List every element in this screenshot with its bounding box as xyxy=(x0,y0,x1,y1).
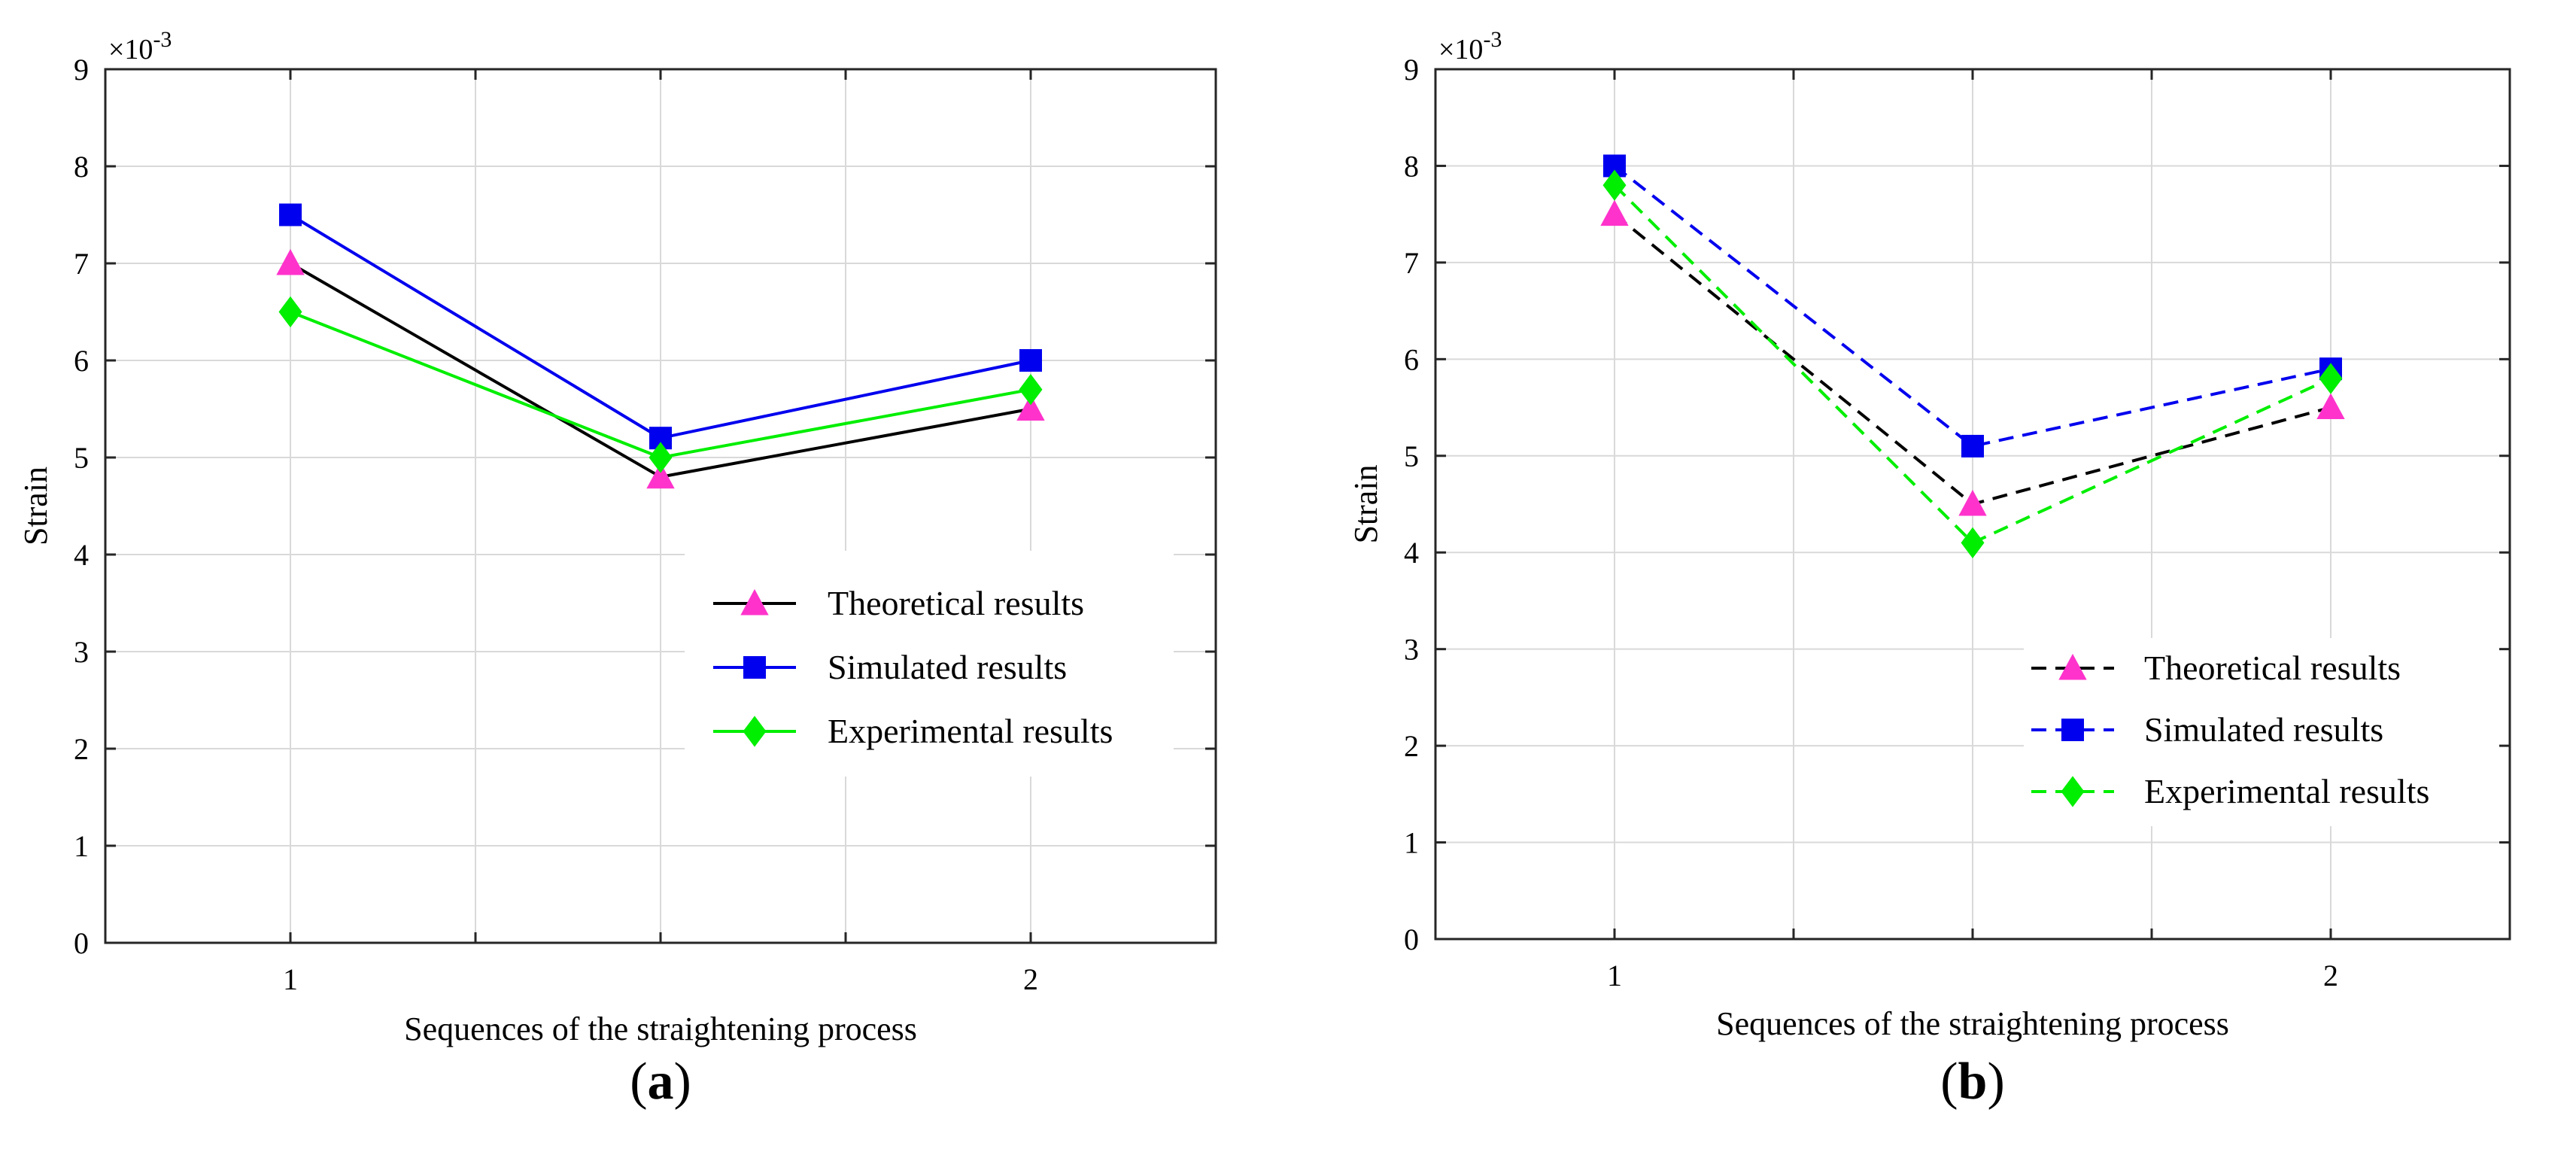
y-tick-label: 3 xyxy=(74,635,89,669)
y-exponent-label: ×10-3 xyxy=(108,27,172,65)
y-exponent-power: -3 xyxy=(1483,27,1502,52)
legend-marker-2 xyxy=(743,716,767,747)
y-tick-label: 2 xyxy=(74,732,89,766)
legend-entry-1: Simulated results xyxy=(2144,710,2383,749)
legend: Theoretical results Simulated results Expe… xyxy=(2024,638,2505,826)
legend-marker-1 xyxy=(2061,719,2084,741)
data-point-0-2 xyxy=(1016,394,1045,421)
y-exponent-label: ×10-3 xyxy=(1438,27,1502,65)
y-tick-label: 7 xyxy=(1404,246,1419,280)
y-tick-label: 6 xyxy=(74,344,89,378)
data-point-0-0 xyxy=(1600,199,1629,226)
y-tick-label: 1 xyxy=(1404,826,1419,860)
legend-entry-2: Experimental results xyxy=(828,712,1113,750)
legend-box xyxy=(685,551,1174,777)
y-axis-label: Strain xyxy=(1347,464,1384,543)
data-point-1-2 xyxy=(1019,349,1042,372)
y-exponent-power: -3 xyxy=(153,27,172,52)
data-point-2-0 xyxy=(278,296,302,328)
x-tick-label: 2 xyxy=(1023,962,1038,996)
x-axis-label: Sequences of the straightening process xyxy=(404,1011,917,1047)
legend-entry-1: Simulated results xyxy=(828,648,1067,686)
legend-entry-2: Experimental results xyxy=(2144,772,2429,810)
y-tick-label: 6 xyxy=(1404,342,1419,376)
panel-letter: a xyxy=(648,1053,674,1111)
y-tick-label: 4 xyxy=(1404,536,1419,570)
y-tick-label: 5 xyxy=(1404,439,1419,473)
data-point-2-2 xyxy=(2319,363,2343,394)
data-point-0-0 xyxy=(276,248,305,275)
x-tick-label: 2 xyxy=(2323,959,2338,992)
panel-letter: b xyxy=(1958,1053,1988,1111)
y-tick-label: 9 xyxy=(1404,53,1419,87)
y-tick-label: 1 xyxy=(74,829,89,863)
data-point-0-2 xyxy=(2316,393,2345,420)
legend-marker-2 xyxy=(2061,776,2085,807)
x-tick-label: 1 xyxy=(283,962,298,996)
y-tick-label: 4 xyxy=(74,538,89,572)
x-tick-label: 1 xyxy=(1607,959,1622,992)
legend-marker-0 xyxy=(740,588,769,615)
y-tick-label: 2 xyxy=(1404,729,1419,763)
chart-panel-b: Theoretical results Simulated results Expe… xyxy=(1347,27,2511,1111)
data-point-1-1 xyxy=(1961,434,1984,457)
data-point-2-1 xyxy=(649,442,673,473)
chart-panel-a: Theoretical results Simulated results Expe… xyxy=(17,27,1217,1111)
legend-entry-0: Theoretical results xyxy=(2144,649,2401,687)
x-axis-label: Sequences of the straightening process xyxy=(1716,1005,2229,1042)
legend: Theoretical results Simulated results Expe… xyxy=(685,551,1174,777)
panel-label: (a) xyxy=(630,1053,691,1111)
data-point-0-1 xyxy=(646,462,675,489)
y-tick-label: 7 xyxy=(74,247,89,281)
series-line-1 xyxy=(1613,164,2331,448)
panel-label: (b) xyxy=(1940,1053,2005,1111)
y-tick-label: 0 xyxy=(74,926,89,960)
data-point-1-0 xyxy=(279,203,302,226)
data-point-2-2 xyxy=(1019,374,1043,406)
y-tick-label: 3 xyxy=(1404,633,1419,667)
data-point-2-0 xyxy=(1602,169,1627,201)
y-tick-label: 8 xyxy=(1404,149,1419,183)
y-axis-label: Strain xyxy=(17,467,54,546)
y-tick-label: 5 xyxy=(74,441,89,475)
y-tick-label: 0 xyxy=(1404,922,1419,956)
data-point-2-1 xyxy=(1961,527,1985,559)
y-tick-label: 8 xyxy=(74,150,89,184)
data-point-0-1 xyxy=(1958,489,1987,516)
legend-entry-0: Theoretical results xyxy=(828,584,1084,622)
legend-marker-1 xyxy=(743,656,766,679)
legend-marker-0 xyxy=(2058,653,2087,680)
y-tick-label: 9 xyxy=(74,53,89,87)
